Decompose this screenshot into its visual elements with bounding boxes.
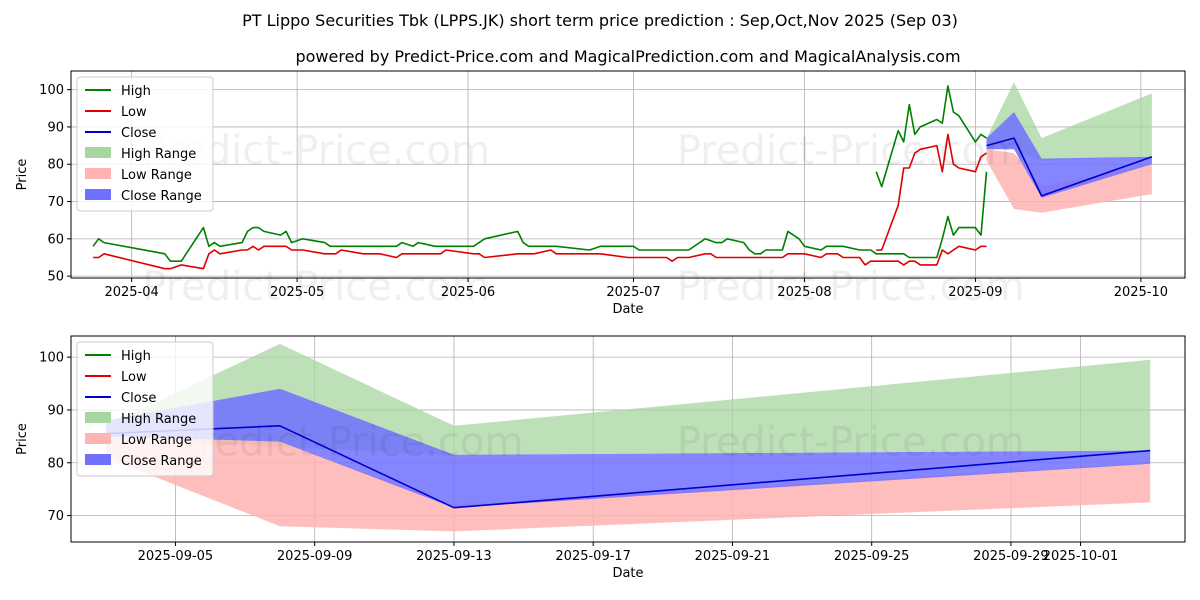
legend-patch-swatch	[85, 189, 111, 200]
chart-title: PT Lippo Securities Tbk (LPPS.JK) short …	[242, 11, 958, 30]
close-forecast-line	[986, 137, 1153, 197]
plot-frame	[70, 70, 1186, 279]
y-axis-label: Price	[15, 423, 30, 455]
y-tick-label: 80	[47, 456, 64, 471]
legend-label: Close Range	[121, 189, 202, 204]
watermark-text: Predict-Price.com	[677, 419, 1025, 465]
watermark-text: Predict-Price.com	[142, 264, 490, 310]
y-tick-label: 90	[47, 403, 64, 418]
x-tick-label: 2025-09-21	[695, 549, 771, 564]
chart-subtitle: powered by Predict-Price.com and Magical…	[295, 47, 960, 66]
legend-patch-swatch	[85, 433, 111, 444]
legend-label: Close	[121, 391, 156, 406]
legend-label: High Range	[121, 412, 196, 427]
legend-label: High	[121, 84, 151, 99]
x-tick-label: 2025-09-09	[277, 549, 353, 564]
x-axis-label: Date	[612, 302, 643, 317]
y-tick-label: 70	[47, 195, 64, 210]
y-tick-label: 60	[47, 232, 64, 247]
x-tick-label: 2025-05	[270, 285, 324, 300]
low-series-line-recent	[876, 133, 987, 251]
x-tick-label: 2025-07	[606, 285, 660, 300]
legend-label: High	[121, 349, 151, 364]
low-range-area	[105, 436, 1151, 532]
x-tick-label: 2025-10	[1114, 285, 1168, 300]
bottom-plot: Predict-Price.com Predict-Price.com 2025-0…	[15, 335, 1186, 581]
watermark-text: Predict-Price.com	[677, 264, 1025, 310]
legend-patch-swatch	[85, 147, 111, 158]
y-tick-label: 50	[47, 270, 64, 285]
legend-label: High Range	[121, 147, 196, 162]
y-tick-label: 70	[47, 509, 64, 524]
legend-label: Close	[121, 126, 156, 141]
top-plot: Predict-Price.com Predict-Price.com Predic…	[15, 70, 1186, 317]
close-range-area	[105, 388, 1151, 508]
high-series-line-recent	[875, 85, 987, 188]
legend-label: Low	[121, 370, 147, 385]
low-series-line	[93, 245, 987, 270]
x-tick-label: 2025-09-05	[138, 549, 214, 564]
x-axis-label: Date	[612, 566, 643, 581]
watermark-text: Predict-Price.com	[176, 419, 524, 465]
plot-frame	[70, 335, 1186, 543]
y-tick-label: 100	[39, 83, 64, 98]
legend-patch-swatch	[85, 454, 111, 465]
y-axis-label: Price	[15, 159, 30, 191]
close-range-area	[986, 112, 1152, 198]
x-tick-label: 2025-09-29	[973, 549, 1049, 564]
x-tick-label: 2025-09	[948, 285, 1002, 300]
x-tick-label: 2025-09-13	[416, 549, 492, 564]
legend-label: Low	[121, 105, 147, 120]
x-tick-label: 2025-04	[104, 285, 158, 300]
y-tick-label: 80	[47, 158, 64, 173]
watermark-text: Predict-Price.com	[677, 128, 1025, 174]
x-tick-label: 2025-06	[441, 285, 495, 300]
legend-label: Low Range	[121, 168, 192, 183]
legend-patch-swatch	[85, 412, 111, 423]
x-tick-label: 2025-09-25	[834, 549, 910, 564]
x-tick-label: 2025-10-01	[1043, 549, 1119, 564]
x-tick-label: 2025-08	[777, 285, 831, 300]
high-series-line	[92, 171, 988, 263]
y-tick-label: 90	[47, 120, 64, 135]
legend-label: Low Range	[121, 433, 192, 448]
legend-label: Close Range	[121, 454, 202, 469]
legend-patch-swatch	[85, 168, 111, 179]
x-tick-label: 2025-09-17	[555, 549, 631, 564]
y-tick-label: 100	[39, 351, 64, 366]
